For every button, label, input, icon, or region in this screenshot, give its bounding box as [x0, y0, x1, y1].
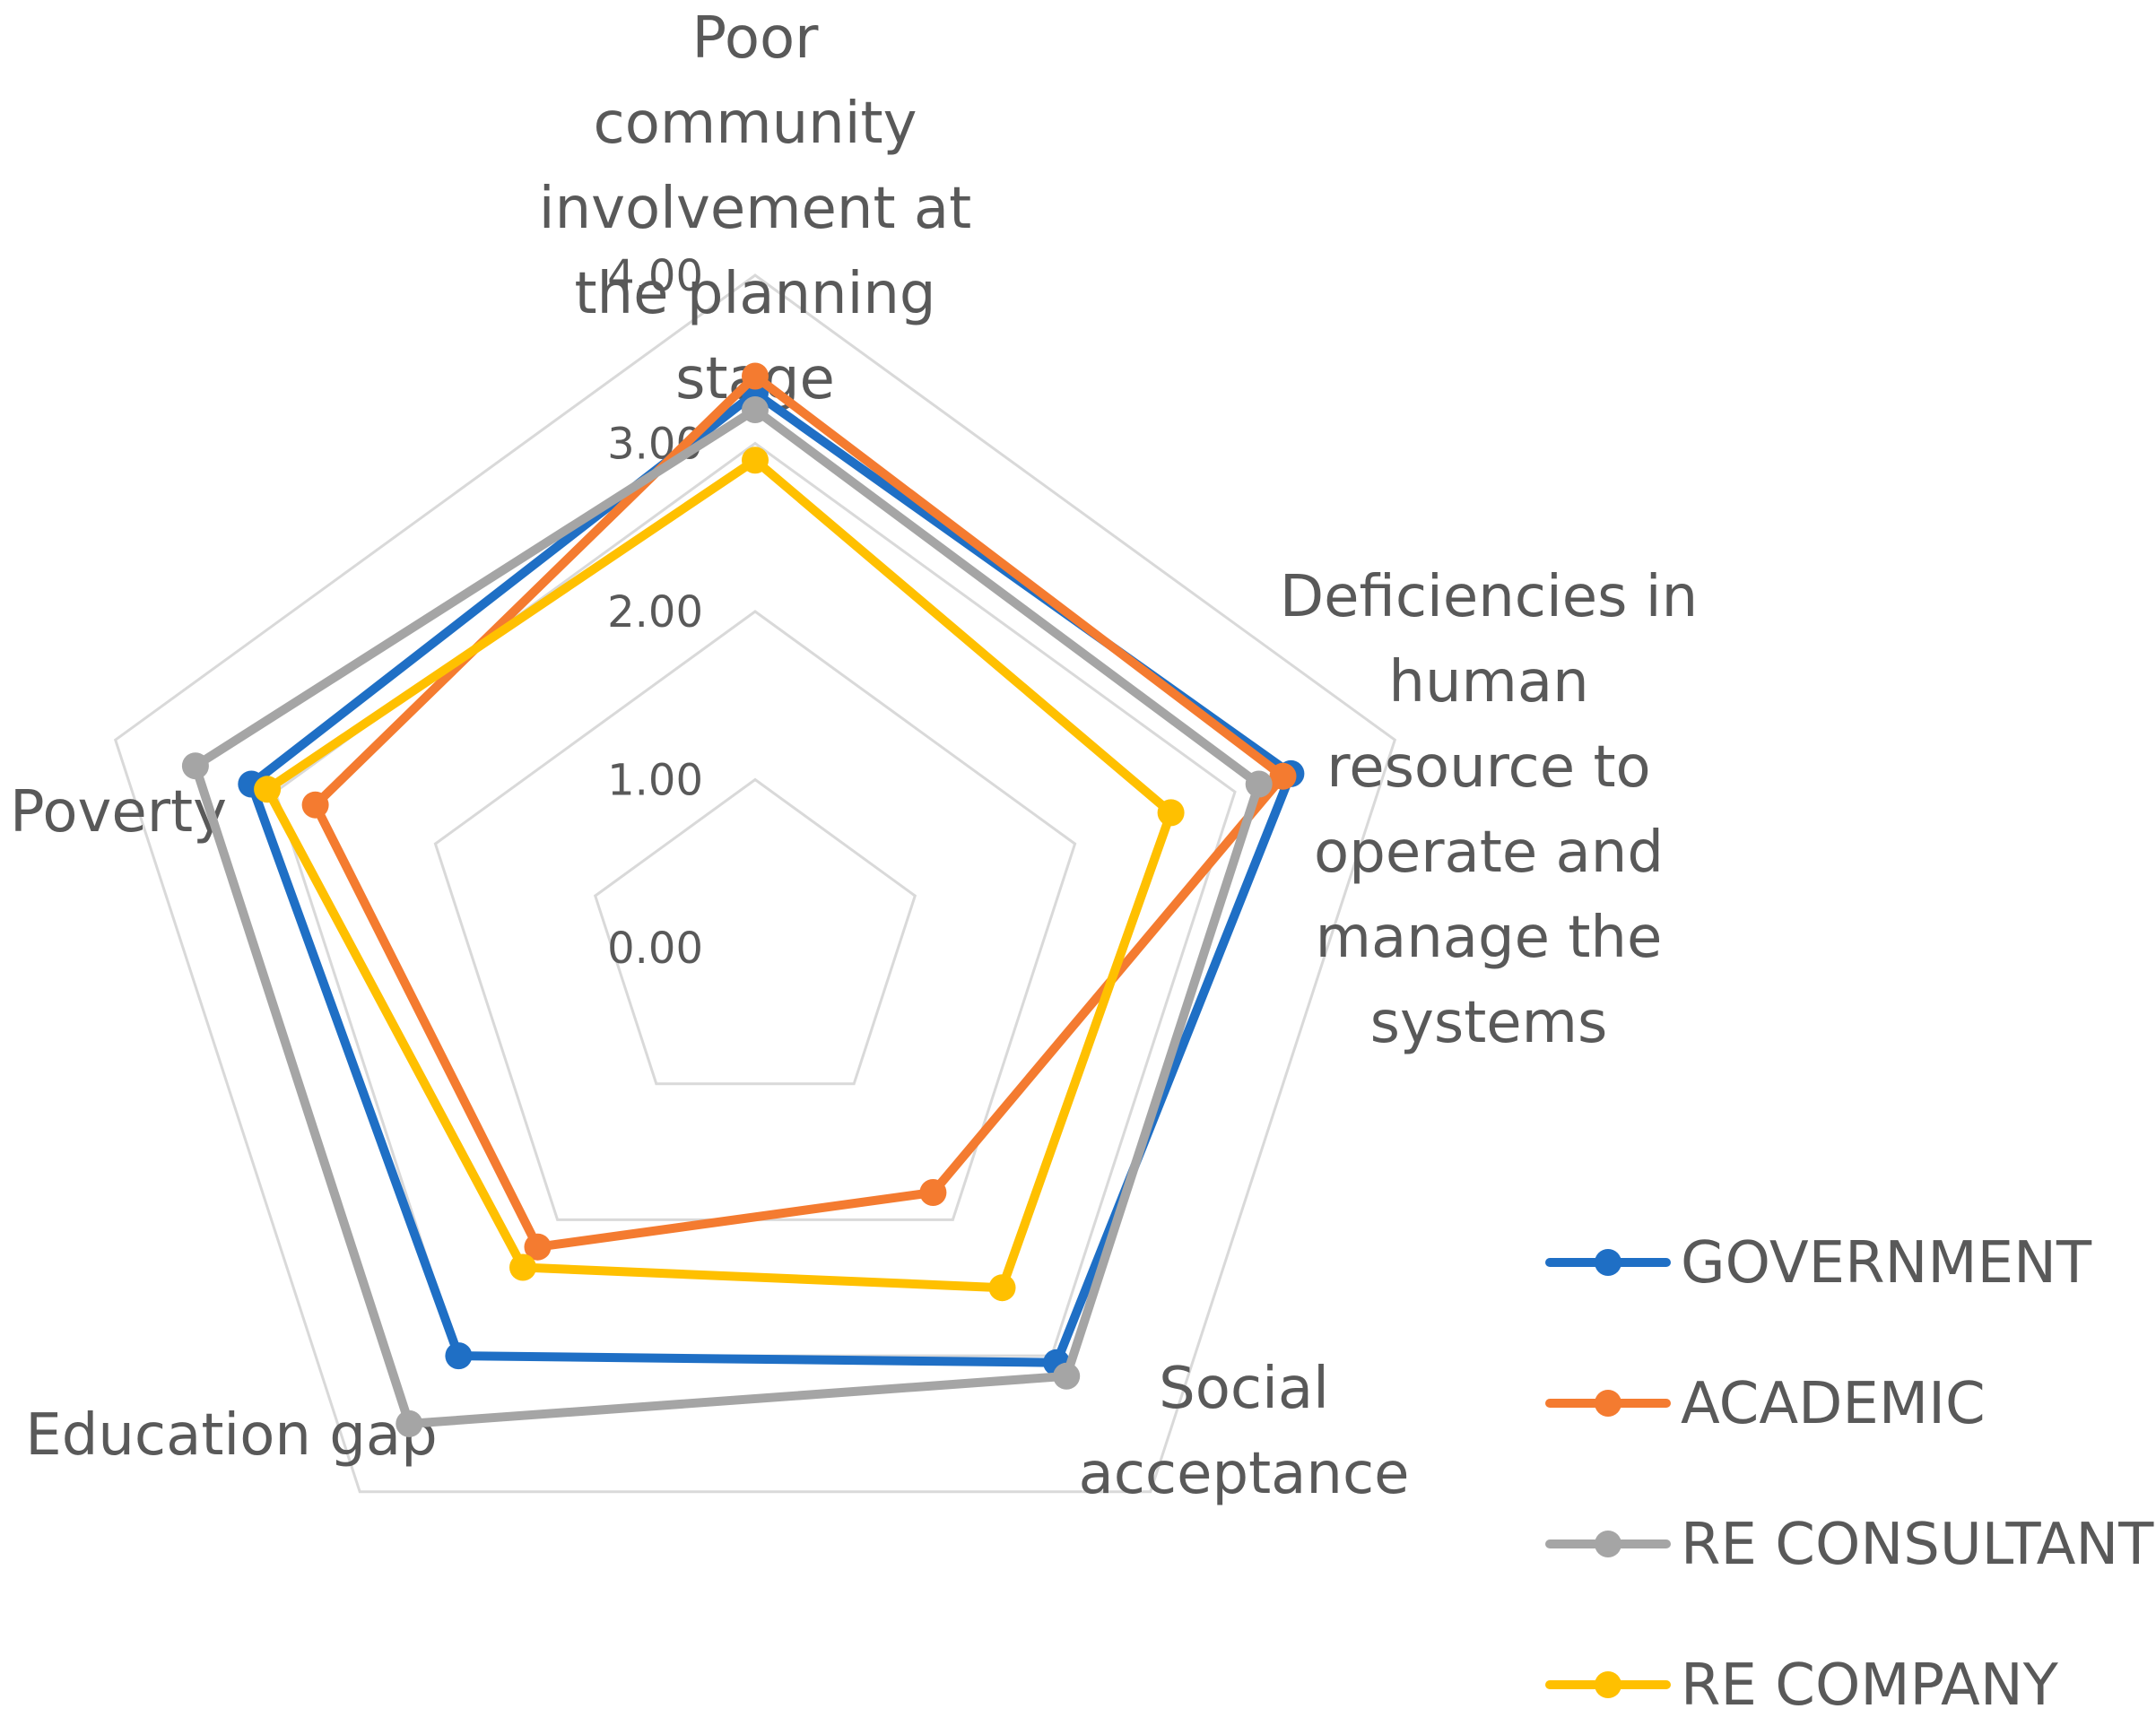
category-label-line: human: [1388, 649, 1588, 716]
data-point-re-consultant: [396, 1409, 423, 1437]
legend-label: ACADEMIC: [1681, 1371, 1986, 1437]
legend-swatch-marker: [1595, 1671, 1621, 1698]
legend-swatch-marker: [1595, 1249, 1621, 1276]
category-label-education-gap: Education gap: [25, 1402, 437, 1469]
series-line-re-company: [263, 455, 1176, 1293]
grid-ring: [593, 777, 917, 1086]
grid-ring: [113, 273, 1397, 1494]
legend-label: RE COMPANY: [1681, 1652, 2059, 1719]
series-re-consultant: [181, 396, 1273, 1437]
category-label-line: Education gap: [25, 1402, 437, 1469]
data-point-government: [445, 1342, 473, 1370]
data-point-academic: [742, 362, 769, 390]
category-label-line: Poor: [692, 5, 820, 72]
data-point-re-consultant: [1053, 1362, 1081, 1390]
category-label-line: involvement at: [539, 176, 971, 242]
data-point-re-company: [1157, 799, 1185, 827]
data-point-re-company: [509, 1253, 536, 1281]
tick-label: 2.00: [607, 587, 703, 637]
data-point-academic: [919, 1179, 947, 1206]
data-point-academic: [524, 1233, 552, 1261]
category-label-social-acceptance: Social acceptance: [1078, 1356, 1409, 1507]
data-point-re-consultant: [181, 752, 209, 780]
tick-label-layer: 0.001.002.003.004.00: [607, 251, 703, 974]
grid-ring: [433, 610, 1077, 1221]
data-point-re-company: [988, 1274, 1016, 1302]
legend-swatch-marker: [1595, 1531, 1621, 1557]
category-label-line: operate and: [1314, 820, 1664, 886]
legend-item-government: GOVERNMENT: [1545, 1230, 2092, 1297]
data-point-academic: [301, 791, 329, 819]
legend-item-re-consultant: RE CONSULTANT: [1545, 1512, 2154, 1578]
category-label-line: manage the: [1316, 905, 1663, 971]
legend-item-academic: ACADEMIC: [1545, 1371, 1986, 1437]
category-label-human-resource: Deficiencies in human resource to operate a…: [1280, 564, 1698, 1056]
category-label-line: Social: [1159, 1356, 1329, 1422]
axis-label-layer: Poor community involvement at the planning s…: [10, 5, 1698, 1507]
series-line-academic: [310, 371, 1288, 1252]
category-label-line: Deficiencies in: [1280, 564, 1698, 630]
series-layer: [181, 362, 1305, 1437]
tick-label: 1.00: [607, 756, 703, 806]
data-point-re-consultant: [742, 396, 769, 423]
legend-swatch-marker: [1595, 1390, 1621, 1417]
data-point-re-company: [254, 776, 282, 803]
legend-item-re-company: RE COMPANY: [1545, 1652, 2059, 1719]
legend-label: GOVERNMENT: [1681, 1230, 2092, 1297]
category-label-line: Poverty: [10, 779, 227, 846]
series-line-re-consultant: [190, 405, 1264, 1428]
series-academic: [301, 362, 1297, 1261]
category-label-line: community: [594, 91, 917, 157]
data-point-re-company: [742, 447, 769, 474]
legend: GOVERNMENT ACADEMIC RE CONSULTANT RE COMPAN…: [1545, 1230, 2154, 1719]
data-point-re-consultant: [1245, 770, 1273, 798]
category-label-line: acceptance: [1078, 1441, 1409, 1507]
category-label-poverty: Poverty: [10, 779, 227, 846]
category-label-line: resource to: [1326, 734, 1650, 801]
category-label-line: systems: [1370, 990, 1608, 1056]
category-label-line: the planning: [574, 261, 935, 327]
tick-label: 0.00: [607, 924, 703, 974]
tick-label: 4.00: [607, 251, 703, 301]
data-point-academic: [1269, 762, 1297, 790]
legend-label: RE CONSULTANT: [1681, 1512, 2154, 1578]
series-re-company: [254, 447, 1185, 1302]
